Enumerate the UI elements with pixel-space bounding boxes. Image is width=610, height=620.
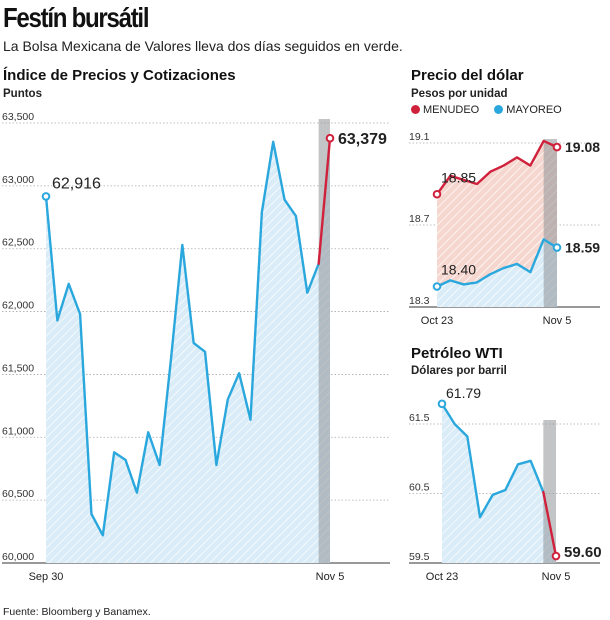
ipc-ytick-label: 63,000 — [2, 174, 34, 186]
petroleo-ytick-label: 60.5 — [409, 482, 430, 494]
legend-mayoreo-swatch — [494, 105, 504, 114]
ipc-ytick-label: 60,000 — [2, 551, 34, 563]
subheadline: La Bolsa Mexicana de Valores lleva dos d… — [3, 38, 403, 54]
dolar-series-line-1 — [436, 238, 545, 288]
legend-menudeo-label: MENUDEO — [423, 104, 480, 116]
source-note: Fuente: Bloomberg y Banamex. — [3, 606, 151, 618]
dolar-first-point-1 — [432, 282, 442, 291]
dolar-title: Precio del dólar — [411, 67, 524, 84]
dolar-first-point-0 — [432, 189, 442, 199]
petroleo-xlabel-start: Oct 23 — [426, 571, 458, 583]
petroleo-latest-band — [543, 420, 556, 563]
dolar-area-0 — [437, 140, 557, 307]
dolar-latest-band — [543, 139, 557, 307]
ipc-last-value-label: 63,379 — [338, 131, 387, 148]
ipc-unit: Puntos — [3, 88, 42, 100]
petroleo-xlabel-end: Nov 5 — [542, 571, 571, 583]
legend-mayoreo: MAYOREO — [494, 104, 562, 116]
dolar-xlabel-end: Nov 5 — [543, 315, 572, 327]
ipc-title: Índice de Precios y Cotizaciones — [3, 67, 236, 84]
ipc-ytick-label: 61,500 — [2, 362, 34, 374]
ipc-xlabel-start: Sep 30 — [29, 571, 64, 583]
ipc-ytick-label: 63,500 — [2, 111, 34, 123]
ipc-xlabel-end: Nov 5 — [316, 571, 345, 583]
dolar-unit: Pesos por unidad — [411, 88, 508, 100]
petroleo-area-0 — [442, 403, 556, 563]
ipc-series-line-0 — [44, 140, 320, 537]
petroleo-ytick-label: 59.5 — [409, 551, 430, 563]
ipc-latest-band — [318, 119, 330, 563]
dolar-mayoreo-last-label: 18.59 — [565, 240, 600, 256]
petroleo-first-point-0 — [437, 399, 447, 409]
petroleo-ytick-label: 61.5 — [409, 412, 430, 424]
ipc-area-0 — [46, 138, 330, 563]
ipc-first-value-label: 62,916 — [52, 175, 101, 192]
dolar-xlabel-start: Oct 23 — [421, 315, 453, 327]
dolar-ytick-label: 18.3 — [409, 295, 430, 307]
dolar-ytick-label: 19.1 — [409, 131, 430, 143]
legend-menudeo: MENUDEO — [411, 104, 479, 116]
ipc-ytick-label: 62,500 — [2, 237, 34, 249]
dolar-series-line-0 — [436, 140, 545, 195]
dolar-last-point-1 — [552, 243, 562, 252]
petroleo-last-point-0 — [551, 551, 561, 561]
dolar-area-1 — [437, 239, 557, 307]
dolar-menudeo-last-label: 19.08 — [565, 139, 600, 155]
petroleo-unit: Dólares por barril — [411, 365, 507, 377]
ipc-ytick-label: 61,000 — [2, 425, 34, 437]
legend-menudeo-swatch — [411, 105, 420, 114]
dolar-last-point-0 — [552, 142, 562, 152]
dolar-mayoreo-first-label: 18.40 — [441, 262, 476, 278]
dolar-menudeo-first-label: 18.85 — [441, 169, 476, 185]
headline: Festín bursátil — [3, 2, 150, 33]
dolar-legend: MENUDEO MAYOREO — [411, 104, 574, 116]
ipc-latest-segment-0 — [317, 137, 332, 265]
ipc-first-point-0 — [41, 192, 51, 201]
petroleo-latest-segment-0 — [542, 490, 558, 558]
legend-mayoreo-label: MAYOREO — [506, 104, 562, 116]
petroleo-series-line-0 — [440, 403, 545, 519]
petroleo-first-value-label: 61.79 — [446, 385, 481, 401]
petroleo-title: Petróleo WTI — [411, 345, 503, 362]
ipc-ytick-label: 60,500 — [2, 488, 34, 500]
petroleo-last-value-label: 59.60 — [564, 544, 602, 561]
ipc-last-point-0 — [325, 133, 335, 143]
dolar-ytick-label: 18.7 — [409, 213, 430, 225]
ipc-ytick-label: 62,000 — [2, 300, 34, 312]
